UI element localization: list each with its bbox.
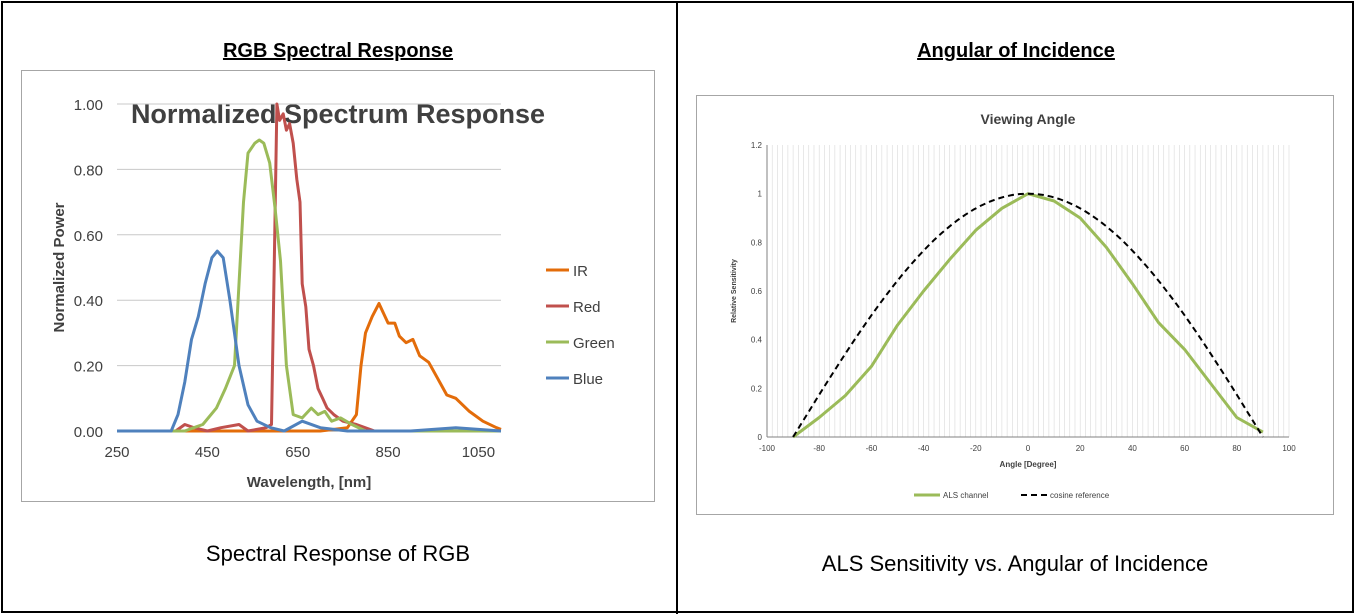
panel-divider bbox=[676, 1, 678, 614]
chart-border bbox=[21, 70, 655, 502]
series-line-green bbox=[117, 138, 501, 433]
x-tick-label: -20 bbox=[970, 444, 982, 453]
x-tick-label: 1050 bbox=[462, 444, 495, 461]
left-panel-heading: RGB Spectral Response bbox=[222, 40, 454, 62]
x-tick-label: 60 bbox=[1180, 444, 1189, 453]
x-axis-label: Angle [Degree] bbox=[1000, 460, 1057, 469]
y-tick-label: 1.2 bbox=[751, 141, 763, 150]
y-axis-label: Relative Sensitivity bbox=[731, 259, 738, 323]
y-tick-label: 0.40 bbox=[74, 293, 103, 310]
x-tick-label: 250 bbox=[104, 444, 129, 461]
y-tick-label: 0.80 bbox=[74, 162, 103, 179]
legend-label-cosine-reference: cosine reference bbox=[1050, 491, 1110, 500]
x-tick-label: 80 bbox=[1232, 444, 1241, 453]
x-axis-label: Wavelength, [nm] bbox=[247, 474, 371, 491]
y-tick-label: 1 bbox=[758, 190, 763, 199]
legend-label-green: Green bbox=[573, 335, 615, 352]
x-tick-label: 0 bbox=[1026, 444, 1031, 453]
series-line-cosine-reference bbox=[792, 192, 1264, 438]
y-tick-label: 1.00 bbox=[74, 97, 103, 114]
series-line-red bbox=[117, 102, 501, 433]
legend-label-red: Red bbox=[573, 299, 601, 316]
viewing-angle-chart-svg: Viewing Angle 0 0.2 0.4 0.6 0.8 1 1.2 -100 -80 -60… bbox=[696, 95, 1334, 515]
legend-label-ir: IR bbox=[573, 263, 588, 280]
x-tick-label: 100 bbox=[1282, 444, 1296, 453]
series-line-ir bbox=[117, 302, 502, 433]
y-tick-label: 0.00 bbox=[74, 424, 103, 441]
viewing-angle-chart: Viewing Angle 0 0.2 0.4 0.6 0.8 1 1.2 -100 -80 -60… bbox=[696, 95, 1334, 515]
y-tick-label: 0 bbox=[758, 433, 763, 442]
x-tick-label: 850 bbox=[376, 444, 401, 461]
y-axis-label: Normalized Power bbox=[51, 202, 68, 332]
series-line-blue bbox=[117, 249, 502, 433]
x-tick-label: -60 bbox=[866, 444, 878, 453]
spectrum-chart-svg: Normalized Spectrum Response0.000.200.40… bbox=[21, 70, 655, 502]
x-tick-label: 40 bbox=[1128, 444, 1137, 453]
chart-border bbox=[696, 95, 1334, 515]
y-tick-label: 0.60 bbox=[74, 228, 103, 245]
y-tick-label: 0.6 bbox=[751, 287, 763, 296]
x-tick-label: -80 bbox=[813, 444, 825, 453]
y-tick-label: 0.4 bbox=[751, 336, 763, 345]
right-panel-caption: ALS Sensitivity vs. Angular of Incidence bbox=[821, 551, 1209, 576]
right-panel-heading: Angular of Incidence bbox=[917, 40, 1115, 62]
x-tick-label: -100 bbox=[759, 444, 776, 453]
x-tick-label: 450 bbox=[195, 444, 220, 461]
x-tick-label: 650 bbox=[285, 444, 310, 461]
legend-label-als-channel: ALS channel bbox=[943, 491, 989, 500]
legend-label-blue: Blue bbox=[573, 371, 603, 388]
x-tick-label: 20 bbox=[1076, 444, 1085, 453]
y-tick-label: 0.20 bbox=[74, 359, 103, 376]
chart-title: Viewing Angle bbox=[981, 111, 1076, 127]
left-panel-caption: Spectral Response of RGB bbox=[205, 541, 471, 566]
x-tick-label: -40 bbox=[918, 444, 930, 453]
spectrum-chart: Normalized Spectrum Response 0.00 0.20 0.40… bbox=[21, 70, 655, 502]
y-tick-label: 0.2 bbox=[751, 384, 763, 393]
y-tick-label: 0.8 bbox=[751, 238, 763, 247]
